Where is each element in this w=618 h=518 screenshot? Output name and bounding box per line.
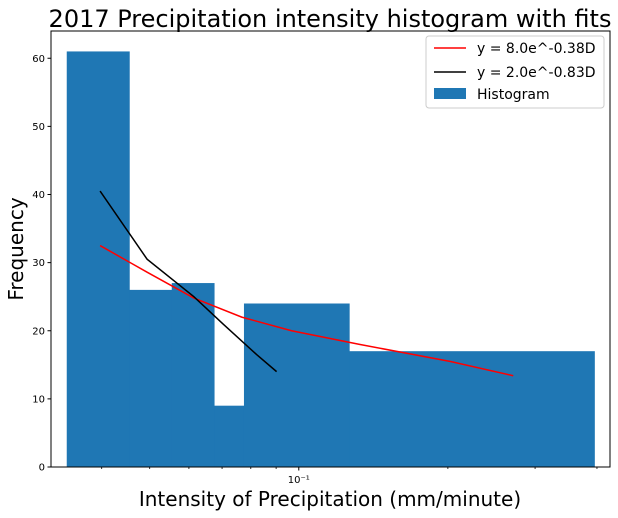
- y-tick-label: 20: [32, 326, 45, 337]
- y-tick-label: 50: [32, 122, 45, 133]
- y-tick-label: 60: [32, 54, 45, 65]
- x-axis-ticks: 10⁻¹: [101, 467, 598, 486]
- y-tick-label: 30: [32, 258, 45, 269]
- legend-label-2: y = 2.0e^-0.83D: [477, 65, 596, 81]
- y-axis-ticks: 0 10 20 30 40 50 60: [32, 54, 51, 474]
- histogram-bar-3: [171, 283, 215, 467]
- histogram-bar-1: [66, 51, 130, 467]
- plot-frame: [50, 30, 611, 468]
- x-axis-label: Intensity of Precipitation (mm/minute): [139, 487, 521, 511]
- legend-label-histogram: Histogram: [477, 87, 550, 103]
- chart-title: 2017 Precipitation intensity histogram w…: [49, 5, 612, 33]
- histogram-bar-4: [214, 405, 245, 467]
- fit-line-2: [99, 190, 278, 373]
- histogram-bars: [66, 51, 595, 468]
- y-axis-label: Frequency: [4, 197, 28, 300]
- fit-line-1: [99, 244, 514, 377]
- legend-bar-swatch: [434, 88, 466, 99]
- histogram-bar-5: [243, 303, 350, 467]
- histogram-bar-6: [349, 351, 595, 467]
- legend-label-1: y = 8.0e^-0.38D: [477, 41, 596, 57]
- histogram-bar-2: [129, 289, 173, 468]
- y-tick-label: 0: [39, 463, 45, 474]
- y-tick-label: 10: [32, 394, 45, 405]
- fit-lines: [99, 190, 514, 377]
- x-tick-label: 10⁻¹: [288, 475, 310, 486]
- legend-frame: [425, 35, 605, 109]
- legend: y = 8.0e^-0.38D y = 2.0e^-0.83D Histogram: [425, 35, 605, 109]
- y-tick-label: 40: [32, 190, 45, 201]
